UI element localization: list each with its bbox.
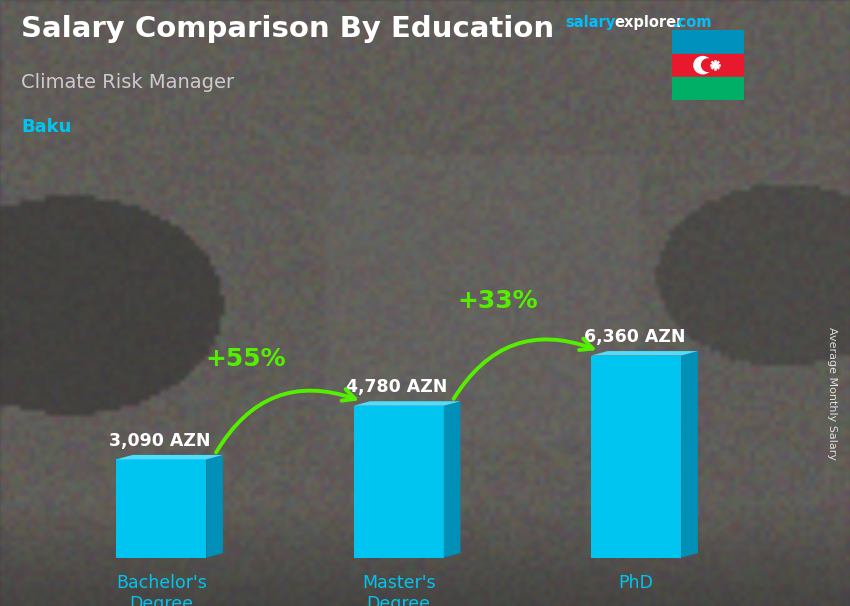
- Bar: [672, 53, 744, 77]
- Text: Average Monthly Salary: Average Monthly Salary: [827, 327, 837, 461]
- Text: +33%: +33%: [457, 288, 537, 313]
- Text: Salary Comparison By Education: Salary Comparison By Education: [21, 15, 554, 43]
- Bar: [116, 459, 207, 558]
- Circle shape: [694, 56, 711, 74]
- Polygon shape: [207, 455, 223, 558]
- Bar: [672, 77, 744, 100]
- Text: .com: .com: [672, 15, 711, 30]
- Text: 4,780 AZN: 4,780 AZN: [347, 378, 448, 396]
- Text: salary: salary: [565, 15, 615, 30]
- Text: +55%: +55%: [205, 347, 286, 371]
- Text: Baku: Baku: [21, 118, 71, 136]
- Text: 6,360 AZN: 6,360 AZN: [584, 328, 685, 346]
- Circle shape: [701, 59, 715, 72]
- Polygon shape: [591, 351, 698, 356]
- Text: Climate Risk Manager: Climate Risk Manager: [21, 73, 235, 92]
- Polygon shape: [116, 455, 223, 459]
- Bar: [591, 356, 681, 558]
- Polygon shape: [444, 401, 461, 558]
- Bar: [672, 30, 744, 53]
- Text: explorer: explorer: [615, 15, 684, 30]
- Polygon shape: [354, 401, 461, 405]
- Polygon shape: [681, 351, 698, 558]
- Bar: [354, 405, 444, 558]
- Text: 3,090 AZN: 3,090 AZN: [109, 432, 211, 450]
